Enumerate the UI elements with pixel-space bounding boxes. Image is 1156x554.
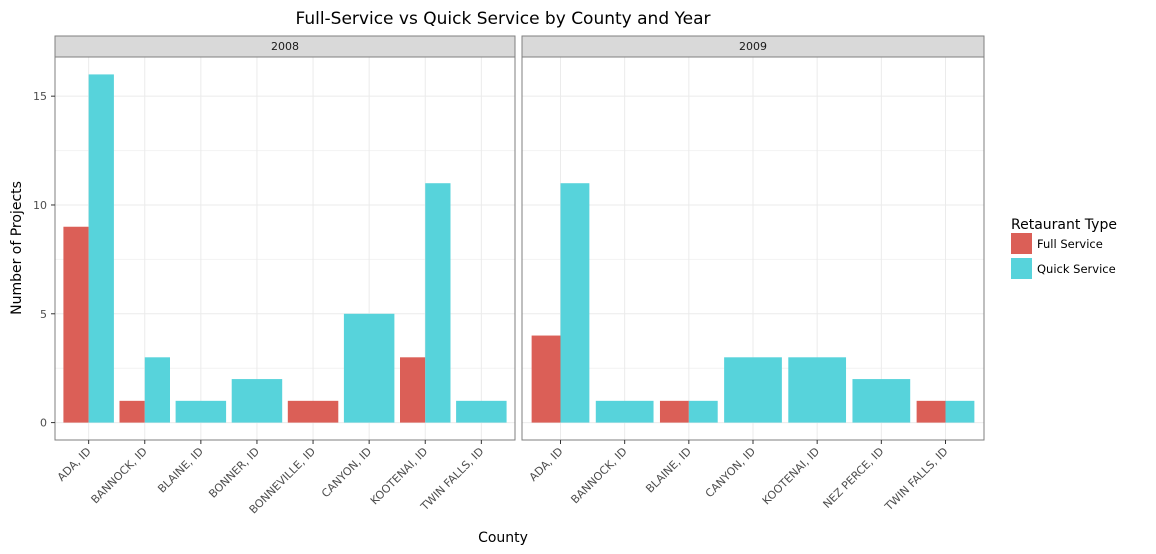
- bar-quick-service: [231, 379, 283, 423]
- facet-strip-label: 2009: [739, 40, 767, 53]
- bar-quick-service: [144, 357, 170, 423]
- bar-full-service: [400, 357, 426, 423]
- panel-border: [54, 56, 516, 441]
- bar-full-service: [63, 226, 89, 423]
- x-tick-label: BONNER, ID: [206, 445, 262, 501]
- bar-quick-service: [343, 313, 395, 423]
- bar-quick-service: [945, 400, 975, 423]
- x-tick-label: BLAINE, ID: [155, 445, 206, 496]
- x-tick-label: ADA, ID: [527, 445, 566, 484]
- y-tick-label: 10: [33, 199, 47, 212]
- legend-label: Full Service: [1037, 237, 1103, 251]
- x-axis-title: County: [478, 530, 528, 546]
- bar-full-service: [531, 335, 561, 423]
- y-tick-label: 5: [40, 308, 47, 321]
- bar-quick-service: [456, 400, 507, 423]
- legend: Retaurant Type Full Service Quick Service: [1011, 217, 1117, 279]
- bar-quick-service: [788, 357, 847, 423]
- legend-key-quick-service: [1011, 258, 1032, 279]
- x-tick-label: TWIN FALLS, ID: [882, 445, 951, 514]
- bar-quick-service: [724, 357, 782, 423]
- y-tick-label: 15: [33, 90, 47, 103]
- x-tick-label: KOOTENAI, ID: [760, 445, 822, 507]
- x-tick-label: BANNOCK, ID: [568, 445, 629, 506]
- x-tick-label: ADA, ID: [55, 445, 94, 484]
- bar-quick-service: [852, 379, 911, 423]
- bar-quick-service: [425, 183, 451, 423]
- bar-quick-service: [688, 400, 718, 423]
- bar-full-service: [659, 400, 689, 423]
- bar-quick-service: [560, 183, 590, 423]
- facet-strip-label: 2008: [271, 40, 299, 53]
- bar-quick-service: [88, 74, 114, 423]
- x-tick-label: CANYON, ID: [319, 445, 374, 500]
- y-tick-label: 0: [40, 417, 47, 430]
- legend-title: Retaurant Type: [1011, 217, 1117, 233]
- bar-quick-service: [595, 400, 654, 423]
- y-axis-title: Number of Projects: [9, 181, 25, 315]
- legend-label: Quick Service: [1037, 262, 1116, 276]
- x-tick-label: KOOTENAI, ID: [368, 445, 430, 507]
- bar-full-service: [287, 400, 339, 423]
- facet-panel-2009: 2009 ADA, ID BANNOCK, ID BLAINE, ID CANYON, …: [521, 35, 985, 514]
- x-tick-label: BANNOCK, ID: [89, 445, 150, 506]
- bar-quick-service: [175, 400, 227, 423]
- x-tick-label: CANYON, ID: [703, 445, 758, 500]
- chart-title: Full-Service vs Quick Service by County …: [295, 9, 710, 29]
- x-tick-label: NEZ PERCE, ID: [821, 445, 887, 511]
- x-tick-label: BLAINE, ID: [643, 445, 694, 496]
- bar-full-service: [916, 400, 946, 423]
- bar-full-service: [119, 400, 145, 423]
- legend-key-full-service: [1011, 233, 1032, 254]
